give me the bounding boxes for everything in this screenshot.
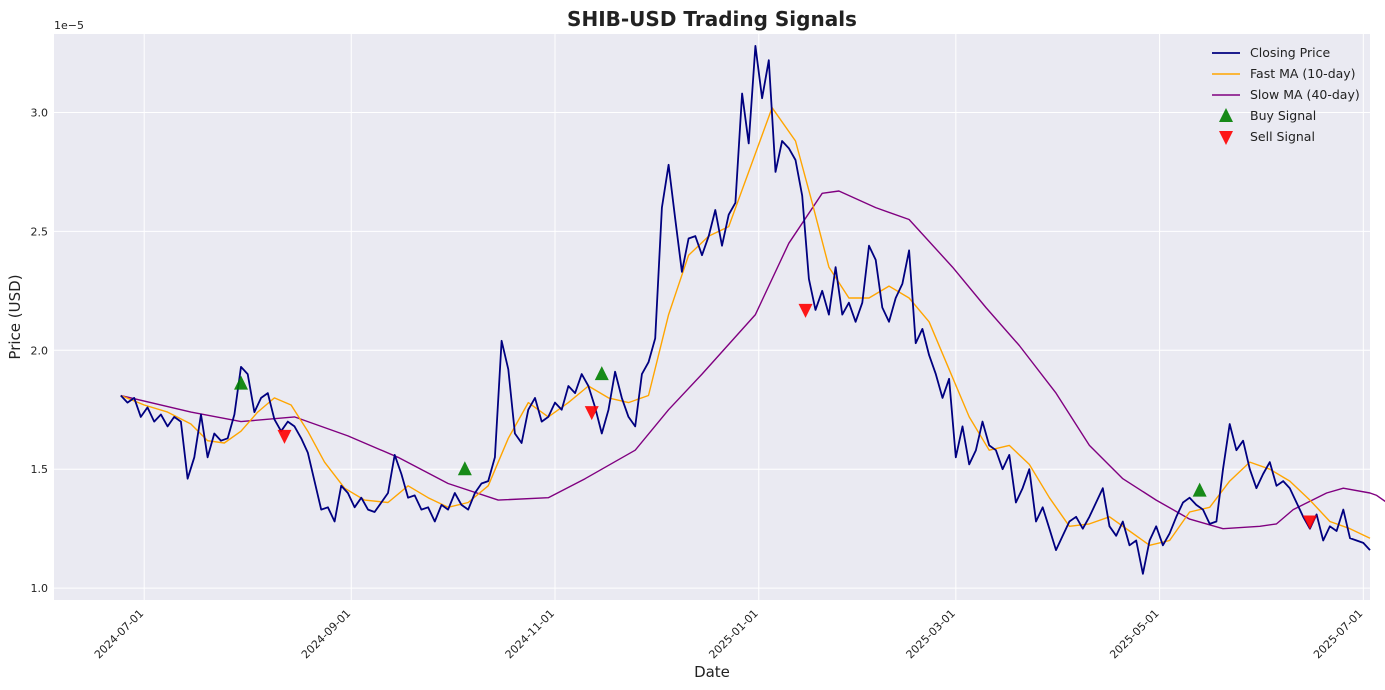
series-line-closing-price (120, 45, 1371, 575)
y-tick-label: 3.0 (31, 106, 49, 119)
x-tick-label: 2024-11-01 (503, 607, 557, 661)
legend-swatch (1219, 108, 1233, 122)
sell-signal-marker (1302, 515, 1317, 530)
legend-label: Slow MA (40-day) (1250, 87, 1360, 102)
series-layer (120, 45, 1385, 575)
legend-label: Buy Signal (1250, 108, 1316, 123)
y-tick-label: 1.5 (31, 463, 49, 476)
x-axis-label: Date (694, 663, 730, 681)
x-tick-label: 2025-03-01 (904, 607, 958, 661)
sell-signal-marker (798, 303, 813, 318)
chart-title: SHIB-USD Trading Signals (567, 7, 857, 31)
x-axis: 2024-07-01 2024-09-01 2024-11-01 2025-01-01… (92, 607, 1366, 661)
buy-signal-marker (594, 366, 609, 381)
legend-swatch (1219, 131, 1233, 145)
y-axis-label: Price (USD) (6, 274, 24, 359)
y-tick-label: 2.0 (31, 344, 49, 357)
legend-label: Closing Price (1250, 45, 1330, 60)
x-tick-label: 2024-09-01 (299, 607, 353, 661)
sell-signal-marker (277, 429, 292, 444)
plot-area (54, 34, 1370, 600)
buy-signal-marker (234, 375, 249, 390)
grid (54, 34, 1370, 600)
legend-label: Fast MA (10-day) (1250, 66, 1356, 81)
legend: Closing Price Fast MA (10-day) Slow MA (40… (1212, 45, 1360, 145)
x-tick-label: 2025-05-01 (1107, 607, 1161, 661)
x-tick-label: 2025-07-01 (1311, 607, 1365, 661)
sell-signal-marker (584, 406, 599, 421)
legend-label: Sell Signal (1250, 129, 1315, 144)
buy-signal-marker (457, 461, 472, 476)
signal-layer (234, 303, 1317, 530)
y-tick-label: 1.0 (31, 582, 49, 595)
buy-signal-marker (1192, 482, 1207, 497)
series-line-fast-ma-10-day (120, 106, 1371, 546)
x-tick-label: 2025-01-01 (706, 607, 760, 661)
series-line-slow-ma-40-day (120, 190, 1385, 530)
y-scale-label: 1e−5 (54, 19, 84, 32)
y-tick-label: 2.5 (31, 225, 49, 238)
x-tick-label: 2024-07-01 (92, 607, 146, 661)
y-axis: 1.0 1.5 2.0 2.5 3.0 (31, 106, 49, 595)
